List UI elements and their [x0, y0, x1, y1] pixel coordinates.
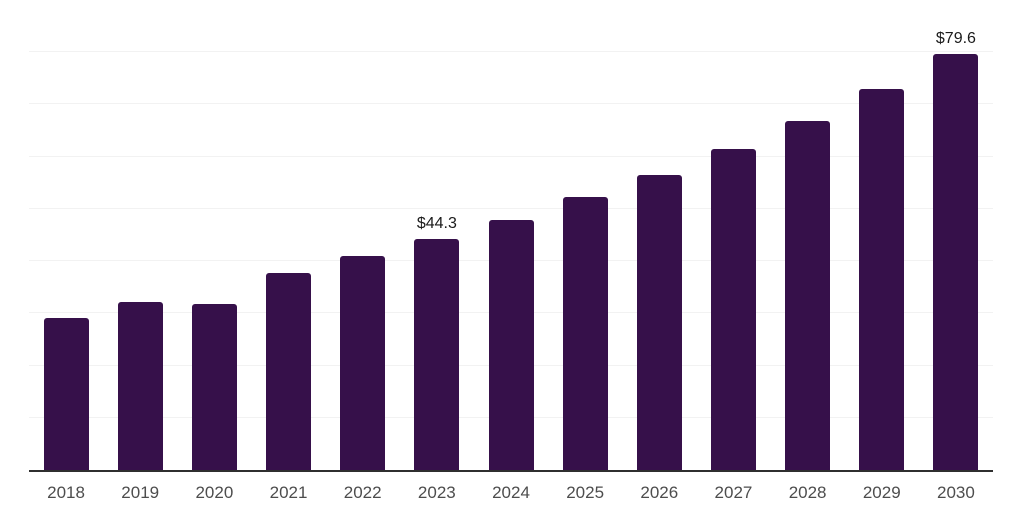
x-axis-labels: 2018 2019 2020 2021 2022 2023 2024 2025 2026 2027…: [29, 472, 993, 512]
x-tick-2028: 2028: [788, 483, 827, 502]
x-tick-2023: 2023: [417, 483, 456, 502]
bar-2021: [266, 273, 312, 470]
gridline: [29, 155, 993, 157]
x-tick-2022: 2022: [343, 483, 382, 502]
x-tick-2020: 2020: [195, 483, 234, 502]
gridline: [29, 207, 993, 209]
bar-2030: [933, 54, 979, 470]
x-tick-2026: 2026: [640, 483, 679, 502]
bar-2029: [859, 89, 905, 470]
bar-2022: [340, 255, 386, 470]
x-tick-2029: 2029: [862, 483, 901, 502]
bar-2024: [488, 219, 534, 470]
bar-2025: [562, 197, 608, 470]
bar-2023: [414, 238, 460, 470]
x-tick-2030: 2030: [937, 483, 975, 502]
bar-value-label-2030: $79.6: [935, 30, 976, 48]
x-tick-2024: 2024: [492, 483, 530, 502]
bar-2020: [191, 303, 237, 470]
x-tick-2018: 2018: [47, 483, 85, 502]
gridline: [29, 51, 993, 53]
x-tick-2027: 2027: [714, 483, 753, 502]
bar-2018: [43, 317, 89, 470]
bar-2019: [117, 302, 163, 470]
bar-value-label-2023: $44.3: [416, 214, 457, 232]
x-tick-2021: 2021: [269, 483, 308, 502]
x-tick-2019: 2019: [121, 483, 160, 502]
gridline: [29, 103, 993, 105]
bar-2027: [710, 149, 756, 470]
x-axis-line: [29, 470, 993, 472]
bar-2028: [785, 121, 831, 470]
bar-2026: [636, 174, 682, 470]
x-tick-2025: 2025: [566, 483, 605, 502]
plot-area: $44.3 $79.6: [29, 0, 993, 472]
